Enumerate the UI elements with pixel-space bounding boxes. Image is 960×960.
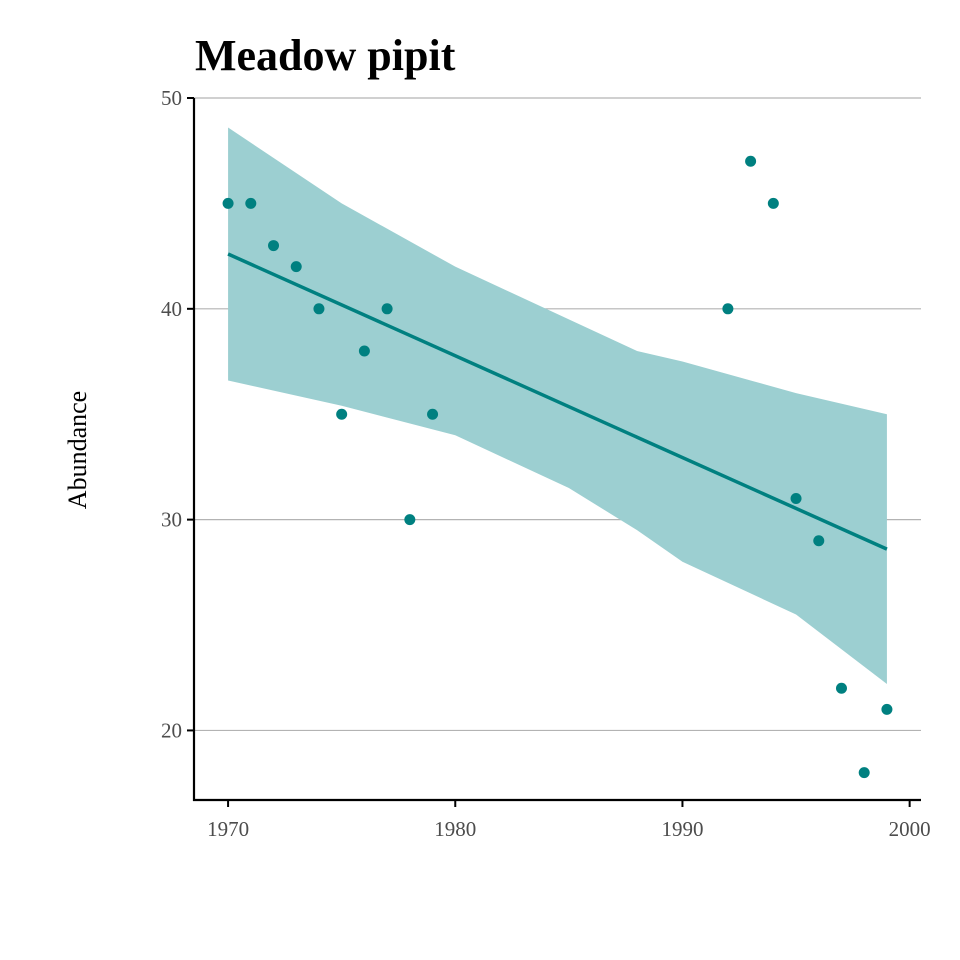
data-point [290, 261, 302, 273]
data-point [745, 155, 757, 167]
trend-line [227, 252, 888, 551]
data-point [313, 303, 325, 315]
data-point [858, 767, 870, 779]
x-tick-label: 1990 [661, 817, 703, 841]
data-point [881, 703, 893, 715]
x-axis-ticks: 1970 1980 1990 2000 [207, 800, 931, 841]
y-axis-ticks: 20 30 40 50 [161, 86, 194, 742]
data-point [790, 493, 802, 505]
y-axis-label: Abundance [63, 390, 92, 510]
data-point [245, 197, 257, 209]
y-tick-label: 50 [161, 86, 182, 110]
y-tick-label: 20 [161, 718, 182, 742]
data-point [813, 535, 825, 547]
x-tick-label: 1980 [434, 817, 476, 841]
confidence-band [228, 127, 887, 685]
data-point [381, 303, 393, 315]
data-point [835, 682, 847, 694]
data-point [268, 240, 280, 252]
x-tick-label: 2000 [889, 817, 931, 841]
y-tick-label: 30 [161, 508, 182, 532]
data-point [427, 408, 439, 420]
data-point [722, 303, 734, 315]
data-point [222, 197, 234, 209]
data-points [222, 155, 893, 779]
chart-title: Meadow pipit [195, 31, 456, 80]
data-point [358, 345, 370, 357]
axes [192, 98, 921, 802]
y-tick-label: 40 [161, 297, 182, 321]
data-point [336, 408, 348, 420]
data-point [767, 197, 779, 209]
x-tick-label: 1970 [207, 817, 249, 841]
data-point [404, 514, 416, 526]
